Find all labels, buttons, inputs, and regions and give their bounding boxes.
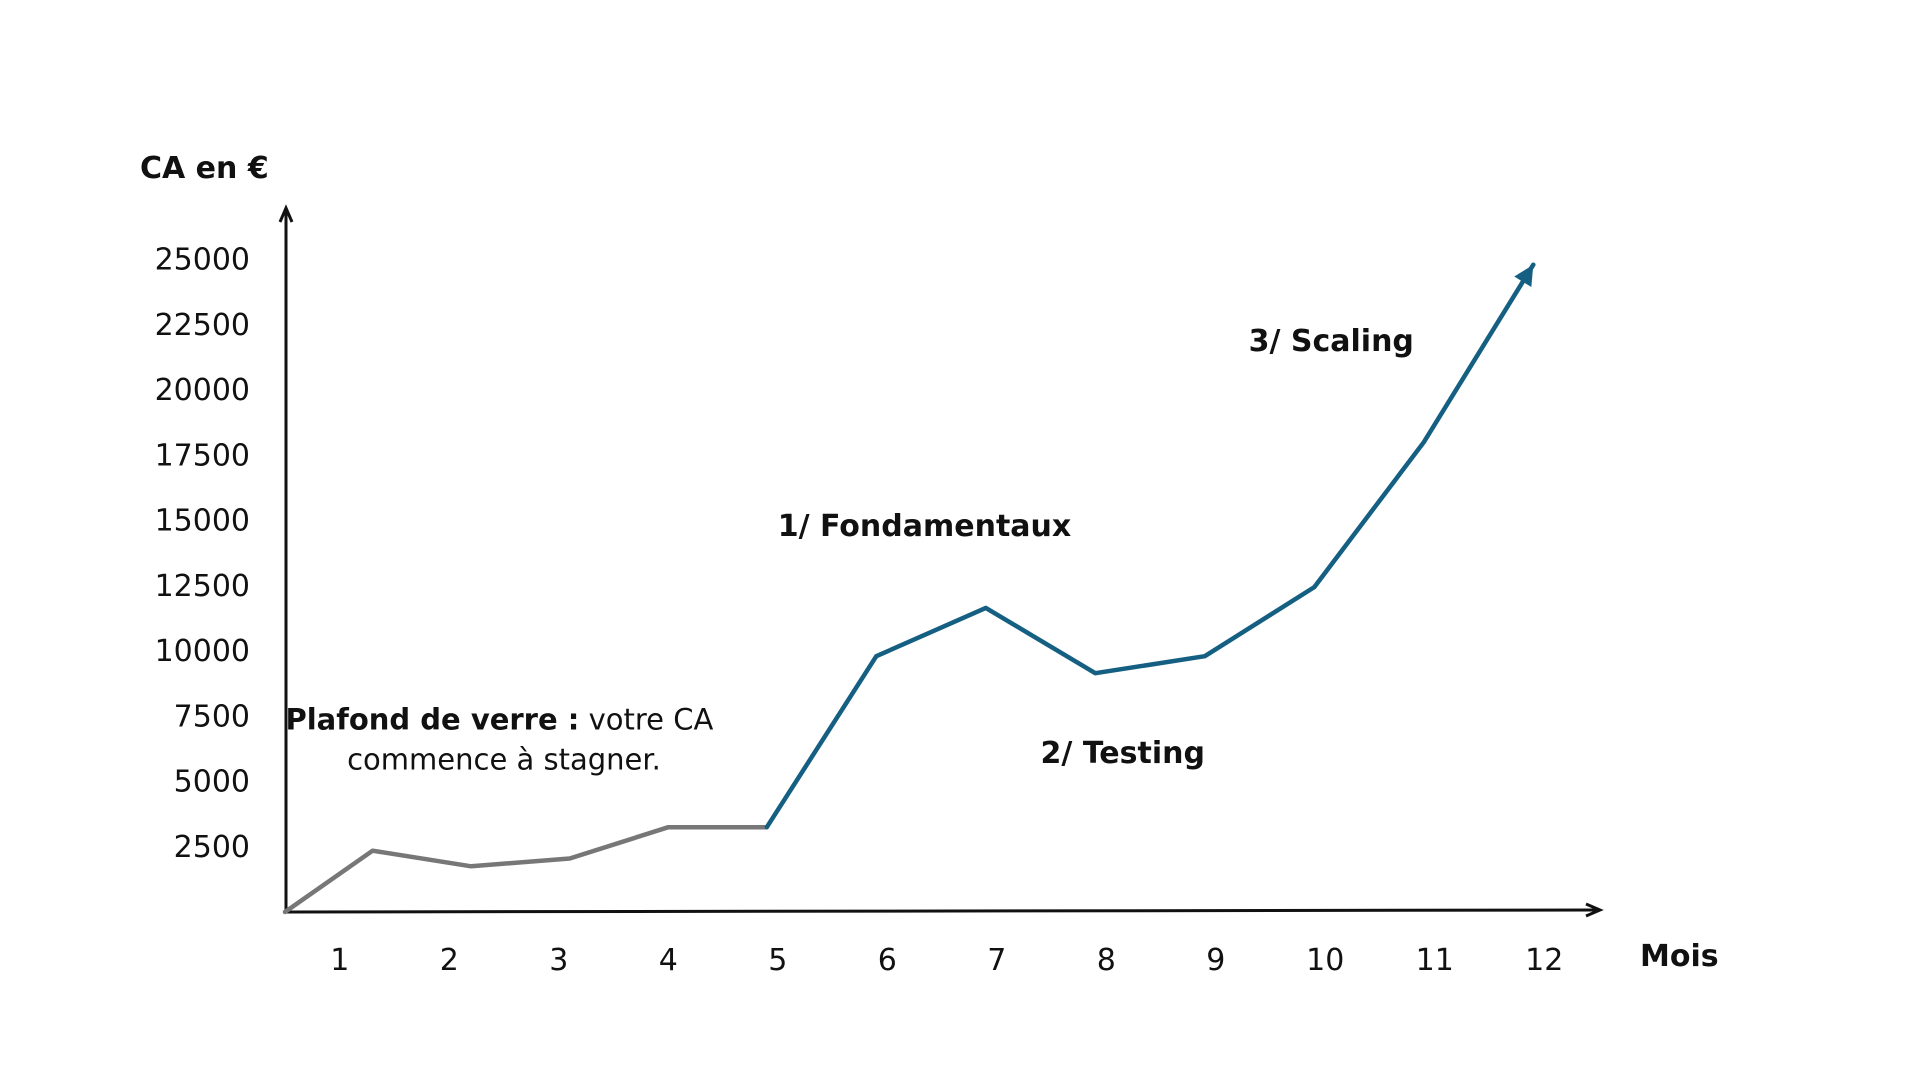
annotation-fondamentaux: 1/ Fondamentaux bbox=[778, 509, 1072, 544]
series-line-2 bbox=[764, 262, 1536, 830]
y-tick-label: 5000 bbox=[174, 765, 250, 800]
series-lines bbox=[282, 262, 1536, 915]
y-tick-label: 10000 bbox=[155, 634, 250, 669]
series-line-1 bbox=[282, 824, 770, 915]
x-tick-label: 9 bbox=[1206, 943, 1225, 978]
note-rest-text: votre CA bbox=[579, 702, 713, 736]
x-tick-label: 2 bbox=[440, 943, 459, 978]
note-bold-text: Plafond de verre : bbox=[285, 702, 579, 736]
y-tick-label: 15000 bbox=[155, 504, 250, 539]
x-axis-title: Mois bbox=[1640, 939, 1719, 974]
x-tick-label: 1 bbox=[330, 943, 349, 978]
x-axis-line bbox=[285, 908, 1597, 914]
y-tick-label: 2500 bbox=[174, 830, 250, 865]
y-tick-label: 12500 bbox=[155, 569, 250, 604]
x-tick-labels: 1 2 3 4 5 6 7 8 9 10 11 12 bbox=[330, 943, 1563, 978]
y-tick-labels: 2500 5000 7500 10000 12500 15000 17500 20000 225… bbox=[155, 243, 250, 865]
x-tick-label: 8 bbox=[1097, 943, 1116, 978]
x-axis-arrowhead bbox=[1585, 902, 1604, 918]
y-tick-label: 22500 bbox=[155, 308, 250, 343]
note-line-2: commence à stagner. bbox=[347, 742, 661, 776]
x-tick-label: 7 bbox=[987, 943, 1006, 978]
y-axis-arrowhead bbox=[278, 204, 294, 223]
x-tick-label: 10 bbox=[1306, 943, 1344, 978]
x-tick-label: 4 bbox=[659, 943, 678, 978]
x-tick-label: 5 bbox=[768, 943, 787, 978]
x-tick-label: 11 bbox=[1416, 943, 1454, 978]
glass-ceiling-note: Plafond de verre : votre CA commence à s… bbox=[285, 702, 722, 776]
y-tick-label: 17500 bbox=[155, 438, 250, 473]
y-tick-label: 20000 bbox=[155, 373, 250, 408]
x-tick-label: 3 bbox=[549, 943, 568, 978]
series-arrowhead bbox=[1514, 264, 1534, 287]
annotation-scaling: 3/ Scaling bbox=[1249, 324, 1414, 359]
x-tick-label: 12 bbox=[1525, 943, 1563, 978]
annotation-testing: 2/ Testing bbox=[1041, 736, 1205, 771]
note-line-1: Plafond de verre : votre CA bbox=[285, 702, 722, 736]
y-tick-label: 7500 bbox=[174, 699, 250, 734]
y-axis-title: CA en € bbox=[140, 151, 269, 186]
axes bbox=[278, 204, 1604, 918]
x-tick-label: 6 bbox=[878, 943, 897, 978]
annotations: 1/ Fondamentaux 2/ Testing 3/ Scaling bbox=[778, 324, 1414, 771]
y-tick-label: 25000 bbox=[155, 243, 250, 278]
